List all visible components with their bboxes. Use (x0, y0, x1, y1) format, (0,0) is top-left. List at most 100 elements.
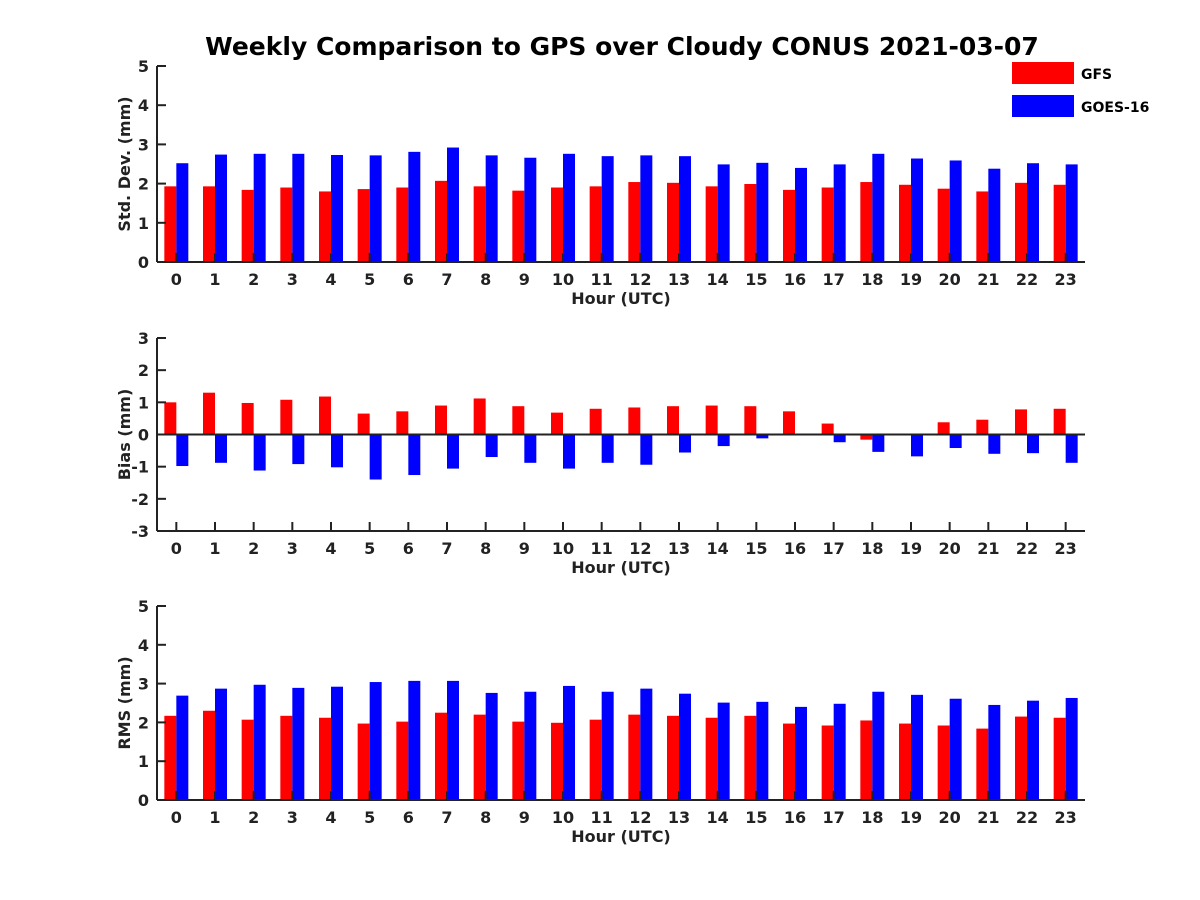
y-tick-label: 2 (138, 361, 149, 380)
bar-goes-16-hour-21 (988, 168, 1001, 262)
bar-gfs-hour-8 (473, 714, 486, 800)
bar-gfs-hour-21 (976, 728, 989, 800)
bar-gfs-hour-4 (319, 717, 331, 800)
x-tick-label: 3 (287, 808, 298, 827)
y-tick-label: -2 (131, 490, 149, 509)
bar-gfs-hour-14 (705, 186, 718, 262)
bar-gfs-hour-15 (744, 183, 757, 262)
x-tick-label: 17 (823, 808, 845, 827)
bar-goes-16-hour-4 (331, 434, 343, 468)
bar-gfs-hour-7 (435, 712, 447, 800)
bar-goes-16-hour-20 (949, 434, 962, 449)
x-tick-label: 8 (480, 808, 491, 827)
bar-goes-16-hour-19 (911, 694, 923, 800)
x-tick-label: 17 (823, 539, 845, 558)
bar-goes-16-hour-22 (1027, 700, 1039, 800)
bar-goes-16-hour-2 (253, 684, 266, 800)
x-tick-label: 10 (552, 539, 574, 558)
legend-swatch-goes-16 (1012, 95, 1074, 117)
bar-gfs-hour-23 (1053, 717, 1066, 800)
x-tick-label: 7 (441, 539, 452, 558)
bar-gfs-hour-17 (821, 725, 834, 800)
bar-goes-16-hour-5 (369, 434, 382, 480)
x-tick-label: 2 (248, 539, 259, 558)
bar-gfs-hour-8 (473, 398, 486, 435)
bar-gfs-hour-17 (821, 187, 834, 262)
bar-gfs-hour-6 (396, 187, 409, 262)
bar-gfs-hour-16 (783, 189, 795, 262)
x-tick-label: 1 (209, 539, 220, 558)
x-tick-label: 11 (591, 270, 613, 289)
bar-gfs-hour-19 (899, 723, 911, 800)
bar-goes-16-hour-1 (215, 434, 227, 463)
x-axis-label: Hour (UTC) (571, 558, 671, 577)
x-tick-label: 22 (1016, 270, 1038, 289)
bar-gfs-hour-12 (628, 407, 641, 435)
x-tick-label: 3 (287, 270, 298, 289)
x-tick-label: 4 (325, 808, 336, 827)
bar-gfs-hour-20 (937, 725, 950, 800)
bar-goes-16-hour-18 (872, 691, 885, 800)
x-tick-label: 13 (668, 808, 690, 827)
x-tick-label: 19 (900, 539, 922, 558)
bar-goes-16-hour-3 (292, 434, 305, 465)
bar-gfs-hour-9 (512, 721, 525, 800)
x-tick-label: 18 (861, 539, 883, 558)
bar-gfs-hour-23 (1053, 184, 1066, 262)
bar-gfs-hour-22 (1015, 409, 1027, 435)
bar-goes-16-hour-16 (795, 706, 807, 800)
bar-goes-16-hour-10 (563, 434, 575, 469)
bar-goes-16-hour-9 (524, 691, 537, 800)
bar-gfs-hour-10 (551, 412, 563, 435)
x-tick-label: 16 (784, 539, 806, 558)
bar-gfs-hour-4 (319, 191, 331, 262)
bar-goes-16-hour-13 (679, 434, 691, 453)
bar-goes-16-hour-12 (640, 688, 653, 800)
y-tick-label: 0 (138, 253, 149, 272)
bar-goes-16-hour-18 (872, 153, 885, 262)
bar-goes-16-hour-2 (253, 434, 266, 471)
bar-goes-16-hour-17 (833, 164, 846, 262)
x-tick-label: 11 (591, 539, 613, 558)
bar-goes-16-hour-17 (833, 703, 846, 800)
bar-goes-16-hour-12 (640, 155, 653, 262)
y-tick-label: 4 (138, 636, 149, 655)
bar-gfs-hour-3 (280, 715, 293, 800)
bar-goes-16-hour-11 (601, 156, 614, 262)
bar-goes-16-hour-9 (524, 157, 537, 262)
bar-goes-16-hour-21 (988, 434, 1001, 454)
bar-goes-16-hour-7 (447, 147, 459, 262)
bar-gfs-hour-22 (1015, 716, 1027, 800)
bar-goes-16-hour-15 (756, 701, 769, 800)
x-tick-label: 19 (900, 808, 922, 827)
bar-goes-16-hour-6 (408, 680, 421, 800)
bar-gfs-hour-14 (705, 717, 718, 800)
bar-gfs-hour-3 (280, 187, 293, 262)
x-tick-label: 7 (441, 808, 452, 827)
x-tick-label: 5 (364, 808, 375, 827)
y-axis-label: Std. Dev. (mm) (115, 96, 134, 231)
bar-goes-16-hour-0 (176, 695, 189, 800)
bar-gfs-hour-13 (667, 406, 679, 435)
bar-goes-16-hour-16 (795, 167, 807, 262)
x-tick-label: 10 (552, 808, 574, 827)
bar-goes-16-hour-15 (756, 434, 769, 439)
bar-gfs-hour-9 (512, 406, 525, 435)
bar-gfs-hour-11 (589, 719, 602, 800)
bar-gfs-hour-4 (319, 396, 331, 435)
y-tick-label: 2 (138, 175, 149, 194)
bar-goes-16-hour-4 (331, 686, 343, 800)
bar-goes-16-hour-13 (679, 156, 691, 262)
x-tick-label: 9 (519, 270, 530, 289)
bar-goes-16-hour-11 (601, 691, 614, 800)
x-tick-label: 20 (939, 539, 961, 558)
bar-goes-16-hour-8 (485, 155, 498, 262)
bar-gfs-hour-6 (396, 411, 409, 435)
bar-goes-16-hour-2 (253, 153, 266, 262)
x-tick-label: 11 (591, 808, 613, 827)
x-tick-label: 5 (364, 270, 375, 289)
bar-gfs-hour-13 (667, 715, 679, 800)
bar-goes-16-hour-22 (1027, 163, 1039, 262)
x-tick-label: 18 (861, 270, 883, 289)
